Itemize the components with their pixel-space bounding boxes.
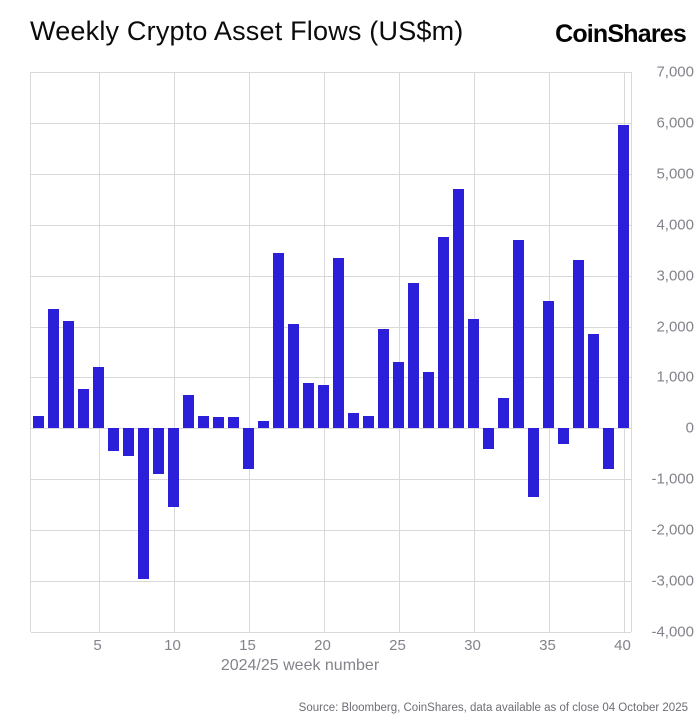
bar-week-27 (423, 372, 434, 429)
plot-area (30, 72, 632, 633)
y-tick-label: -4,000 (651, 623, 694, 641)
bar-week-20 (318, 385, 329, 429)
h-gridline (31, 72, 631, 73)
bar-week-23 (363, 415, 374, 429)
x-tick-label: 35 (539, 637, 556, 654)
bar-week-9 (153, 428, 164, 475)
bar-week-14 (228, 416, 239, 429)
y-tick-label: 0 (685, 419, 694, 437)
bar-week-21 (333, 257, 344, 429)
x-tick-label: 40 (614, 637, 631, 654)
bar-week-24 (378, 329, 389, 429)
bar-week-33 (513, 240, 524, 429)
y-axis: 7,000 6,000 5,000 4,000 3,000 2,000 1,000 0 -1,0… (636, 64, 694, 641)
y-tick-label: 1,000 (656, 368, 694, 386)
x-axis-title: 2024/25 week number (220, 657, 380, 674)
bar-week-6 (108, 428, 119, 452)
v-gridline (248, 72, 250, 632)
y-tick-label: -2,000 (651, 521, 694, 539)
y-tick-label: -3,000 (651, 572, 694, 590)
x-tick-label: 15 (239, 637, 256, 654)
bar-week-1 (33, 415, 44, 429)
bar-week-38 (588, 334, 599, 429)
bar-week-13 (213, 416, 224, 429)
bar-week-5 (93, 367, 104, 429)
h-gridline (31, 122, 631, 124)
bar-week-15 (243, 428, 254, 470)
h-gridline (31, 275, 631, 277)
bar-week-22 (348, 413, 359, 429)
h-gridline (31, 224, 631, 226)
y-tick-label: 4,000 (656, 216, 694, 234)
h-gridline (31, 581, 631, 583)
bar-week-32 (498, 397, 509, 429)
source-note: Source: Bloomberg, CoinShares, data avai… (298, 702, 688, 714)
bar-week-18 (288, 324, 299, 429)
x-tick-label: 10 (164, 637, 181, 654)
h-gridline (31, 428, 631, 430)
bar-week-34 (528, 428, 539, 498)
bar-week-4 (78, 388, 89, 429)
bar-week-3 (63, 321, 74, 429)
h-gridline (31, 530, 631, 532)
coinshares-logo: CoinShares (555, 20, 687, 48)
x-tick-label: 5 (93, 637, 102, 654)
bar-week-16 (258, 420, 269, 429)
bar-week-36 (558, 428, 569, 444)
bar-week-12 (198, 415, 209, 429)
chart-title: Weekly Crypto Asset Flows (US$m) (30, 16, 464, 46)
bar-week-8 (138, 428, 149, 579)
h-gridline (31, 632, 631, 633)
bar-week-40 (618, 125, 629, 429)
bar-week-26 (408, 283, 419, 429)
bar-week-25 (393, 362, 404, 429)
bar-week-10 (168, 428, 179, 508)
bar-week-29 (453, 189, 464, 429)
h-gridline (31, 377, 631, 379)
bar-week-11 (183, 395, 194, 429)
h-gridline (31, 479, 631, 481)
y-tick-label: 6,000 (656, 114, 694, 132)
bar-week-31 (483, 428, 494, 449)
y-tick-label: 3,000 (656, 267, 694, 285)
y-tick-label: -1,000 (651, 470, 694, 488)
x-axis: 5 10 15 20 25 30 35 40 (30, 637, 631, 657)
y-tick-label: 7,000 (656, 63, 694, 81)
v-gridline (98, 72, 100, 632)
bar-week-17 (273, 252, 284, 429)
bar-week-30 (468, 318, 479, 429)
bar-week-7 (123, 428, 134, 457)
x-tick-label: 25 (389, 637, 406, 654)
y-tick-label: 5,000 (656, 165, 694, 183)
v-gridline (173, 72, 175, 632)
bar-week-2 (48, 308, 59, 429)
bar-week-39 (603, 428, 614, 470)
bar-week-19 (303, 382, 314, 429)
y-tick-label: 2,000 (656, 318, 694, 336)
v-gridline (323, 72, 325, 632)
h-gridline (31, 326, 631, 328)
bar-week-35 (543, 301, 554, 429)
h-gridline (31, 173, 631, 175)
x-tick-label: 30 (464, 637, 481, 654)
bar-week-28 (438, 237, 449, 429)
bar-week-37 (573, 260, 584, 429)
x-tick-label: 20 (314, 637, 331, 654)
v-gridline (398, 72, 400, 632)
